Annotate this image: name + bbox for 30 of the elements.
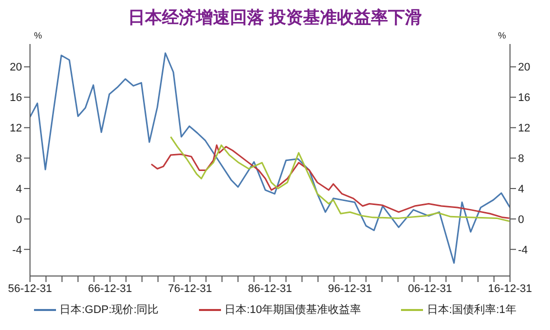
y-tick-label: 8 bbox=[16, 153, 22, 166]
x-tick-label: 56-12-31 bbox=[8, 282, 52, 295]
x-tick-label: 66-12-31 bbox=[88, 282, 132, 295]
y-axis-title: % bbox=[34, 30, 42, 40]
y2-tick-label: 20 bbox=[518, 62, 530, 74]
legend-label: 日本:10年期国债基准收益率 bbox=[224, 302, 362, 317]
y2-tick-label: 12 bbox=[518, 122, 530, 135]
y2-axis-title: % bbox=[498, 30, 506, 40]
y-tick-label: 4 bbox=[16, 183, 22, 196]
x-tick-label: 86-12-31 bbox=[248, 282, 292, 295]
legend-label: 日本:GDP:现价:同比 bbox=[60, 303, 159, 317]
y-tick-label: 12 bbox=[10, 122, 22, 135]
legend-label: 日本:国债利率:1年 bbox=[427, 302, 516, 317]
y-tick-label: 16 bbox=[10, 92, 22, 104]
y2-tick-label: 4 bbox=[518, 183, 524, 196]
y-tick-label: 0 bbox=[16, 214, 22, 226]
x-tick-label: 16-12-31 bbox=[488, 282, 532, 295]
line-series bbox=[30, 52, 510, 264]
y2-tick-label: 16 bbox=[518, 92, 530, 104]
y2-tick-label: 8 bbox=[518, 153, 524, 166]
y-tick-label: 20 bbox=[10, 62, 22, 74]
line-series bbox=[150, 144, 510, 219]
x-tick-label: 06-12-31 bbox=[408, 282, 452, 295]
line-series bbox=[170, 136, 510, 222]
x-tick-label: 96-12-31 bbox=[328, 282, 372, 295]
chart-title: 日本经济增速回落 投资基准收益率下滑 bbox=[127, 7, 423, 29]
y-tick-label: -4 bbox=[12, 244, 22, 256]
y2-tick-label: 0 bbox=[518, 214, 524, 226]
x-tick-label: 76-12-31 bbox=[168, 282, 212, 295]
y2-tick-label: -4 bbox=[518, 244, 528, 256]
